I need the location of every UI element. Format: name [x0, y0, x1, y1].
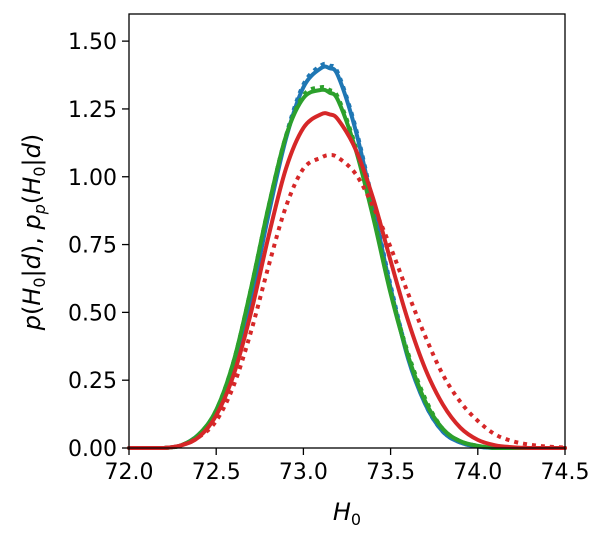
y-tick-label: 0.75: [68, 234, 117, 259]
series-line-6-dotted: [129, 153, 566, 450]
y-axis-label: p(H0|d), pp(H0|d): [18, 134, 49, 332]
x-tick-label: 73.0: [279, 460, 328, 485]
y-tick-label: 0.25: [68, 369, 117, 394]
y-tick-label: 1.00: [68, 166, 117, 191]
plot-frame: [128, 13, 566, 449]
x-tick-label: 72.5: [192, 460, 241, 485]
x-tick-label: 74.0: [453, 460, 502, 485]
y-tick-label: 1.50: [68, 30, 117, 55]
x-tick-label: 72.0: [105, 460, 154, 485]
x-axis-label: H0: [333, 498, 361, 529]
x-tick-label: 73.5: [366, 460, 415, 485]
y-tick-label: 1.25: [68, 98, 117, 123]
y-tick-label: 0.50: [68, 301, 117, 326]
plot-area: [127, 61, 567, 450]
series-line-3-solid: [127, 87, 567, 450]
series-line-4-dotted: [129, 85, 565, 450]
x-tick-label: 74.5: [541, 460, 590, 485]
axes: 72.0 72.5 73.0 73.5 74.0 74.5 0.00 0.25 0.50 0.75…: [68, 30, 589, 485]
series-line-5-solid: [127, 111, 567, 450]
y-tick-label: 0.00: [68, 437, 117, 462]
